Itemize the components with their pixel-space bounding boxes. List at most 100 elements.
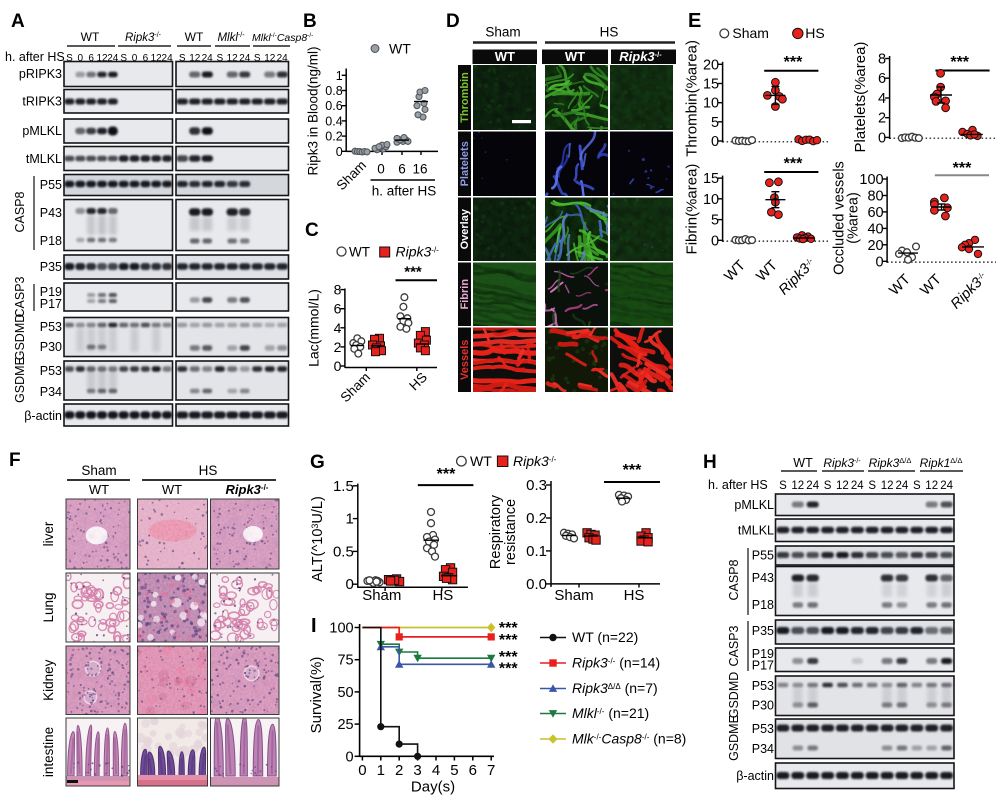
svg-text:***: *** [499, 649, 518, 666]
svg-text:P18: P18 [752, 598, 774, 612]
svg-text:D: D [446, 11, 460, 32]
svg-text:Lac(mmol/L): Lac(mmol/L) [306, 289, 322, 367]
svg-text:WT: WT [793, 456, 813, 470]
svg-text:h. after HS: h. after HS [372, 184, 437, 199]
svg-text:***: *** [404, 264, 422, 281]
svg-text:P53: P53 [752, 722, 774, 736]
svg-text:WT: WT [89, 482, 109, 497]
svg-text:S: S [824, 480, 832, 492]
svg-text:WT: WT [162, 482, 182, 497]
svg-text:Overlay: Overlay [459, 208, 471, 249]
svg-text:GSDME: GSDME [727, 715, 741, 761]
svg-text:Ripk3-/-: Ripk3-/- [396, 244, 440, 260]
svg-text:10: 10 [703, 96, 719, 112]
svg-text:WT: WT [349, 245, 370, 260]
svg-text:Occluded vessels: Occluded vessels [832, 161, 848, 275]
svg-text:6: 6 [469, 762, 477, 779]
svg-text:0: 0 [358, 762, 366, 779]
svg-text:0.2: 0.2 [325, 130, 342, 144]
svg-text:5: 5 [711, 115, 719, 131]
svg-text:β-actin: β-actin [24, 409, 62, 423]
svg-text:25: 25 [337, 717, 353, 733]
svg-text:S: S [868, 480, 876, 492]
svg-text:S: S [216, 53, 223, 64]
svg-text:Sham: Sham [485, 25, 520, 40]
svg-text:Ripk3-/-: Ripk3-/- [125, 32, 162, 44]
svg-text:50: 50 [337, 685, 353, 701]
svg-text:12: 12 [227, 53, 239, 64]
svg-text:8: 8 [878, 52, 886, 68]
svg-text:0.2: 0.2 [526, 510, 547, 527]
svg-text:Sham: Sham [81, 463, 116, 478]
svg-text:60: 60 [867, 205, 883, 221]
svg-text:Ripk3-/- (n=14): Ripk3-/- (n=14) [572, 655, 660, 671]
svg-text:24: 24 [239, 53, 251, 64]
svg-text:4: 4 [878, 91, 886, 107]
svg-text:Sham: Sham [554, 587, 593, 604]
svg-text:1: 1 [345, 511, 353, 528]
svg-text:Day(s): Day(s) [411, 779, 455, 796]
svg-text:WT: WT [470, 453, 492, 469]
svg-text:ALT(^103U/L): ALT(^103U/L) [310, 496, 326, 582]
svg-text:β-actin: β-actin [736, 769, 774, 783]
svg-text:40: 40 [867, 221, 883, 237]
svg-text:4: 4 [334, 320, 342, 336]
svg-text:Sham: Sham [732, 25, 769, 41]
svg-text:S: S [913, 480, 921, 492]
svg-text:Ripk1Δ/Δ: Ripk1Δ/Δ [920, 456, 963, 470]
svg-text:12: 12 [791, 480, 804, 492]
svg-text:h. after HS: h. after HS [708, 478, 768, 492]
svg-text:1: 1 [336, 69, 343, 83]
svg-text:6: 6 [143, 53, 149, 64]
svg-text:F: F [9, 450, 21, 471]
svg-text:WT: WT [185, 30, 204, 44]
svg-text:20: 20 [867, 238, 883, 254]
svg-text:12: 12 [264, 53, 276, 64]
svg-text:12: 12 [836, 480, 849, 492]
svg-text:Ripk3Δ/Δ: Ripk3Δ/Δ [869, 456, 912, 470]
svg-text:1: 1 [377, 762, 385, 779]
svg-text:15: 15 [703, 171, 719, 187]
svg-text:HS: HS [805, 25, 824, 41]
svg-text:GSDMD: GSDMD [727, 672, 741, 719]
svg-text:Ripk3-/-: Ripk3-/- [823, 456, 861, 470]
svg-text:5: 5 [711, 213, 719, 229]
svg-text:2: 2 [878, 111, 886, 127]
svg-text:C: C [305, 220, 319, 241]
svg-text:Mlkl-/-: Mlkl-/- [217, 32, 245, 44]
svg-text:P19: P19 [752, 647, 774, 661]
svg-text:S: S [66, 53, 73, 64]
svg-text:4: 4 [432, 762, 440, 779]
svg-text:Ripk3Δ/Δ (n=7): Ripk3Δ/Δ (n=7) [572, 680, 658, 696]
svg-text:0.4: 0.4 [325, 114, 342, 128]
svg-text:P34: P34 [752, 742, 774, 756]
svg-text:S: S [779, 480, 787, 492]
svg-text:resistance: resistance [503, 499, 519, 565]
svg-text:0: 0 [377, 162, 385, 177]
svg-text:P55: P55 [752, 549, 774, 563]
svg-text:intestine: intestine [41, 727, 56, 777]
svg-text:***: *** [499, 620, 518, 637]
svg-text:P34: P34 [40, 385, 62, 399]
svg-text:H: H [703, 452, 717, 473]
svg-text:WT: WT [495, 49, 515, 64]
svg-text:0: 0 [711, 233, 719, 249]
svg-text:0: 0 [336, 145, 343, 159]
svg-text:24: 24 [851, 480, 864, 492]
svg-text:0.6: 0.6 [325, 99, 342, 113]
svg-text:pRIPK3: pRIPK3 [19, 67, 62, 81]
svg-text:7: 7 [487, 762, 495, 779]
svg-text:P35: P35 [752, 624, 774, 638]
svg-text:0: 0 [132, 53, 138, 64]
svg-text:CASP3: CASP3 [727, 625, 741, 666]
svg-text:2: 2 [395, 762, 403, 779]
svg-text:6: 6 [334, 301, 342, 317]
svg-text:0.8: 0.8 [325, 84, 342, 98]
svg-text:***: *** [437, 466, 456, 483]
svg-text:Mlkl-/- (n=21): Mlkl-/- (n=21) [572, 705, 649, 721]
svg-text:Kidney: Kidney [41, 659, 56, 701]
svg-text:0.1: 0.1 [526, 543, 547, 560]
svg-text:P55: P55 [40, 178, 62, 192]
svg-text:10: 10 [703, 192, 719, 208]
svg-text:***: *** [784, 54, 803, 71]
